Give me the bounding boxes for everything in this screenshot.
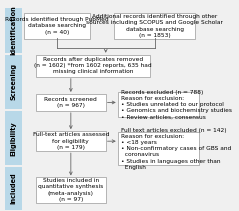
FancyBboxPatch shape bbox=[5, 55, 22, 109]
FancyBboxPatch shape bbox=[5, 8, 22, 53]
FancyBboxPatch shape bbox=[36, 131, 106, 151]
FancyBboxPatch shape bbox=[114, 14, 196, 39]
Text: Records after duplicates removed
(n = 1602) *from 1602 reports, 635 had
missing : Records after duplicates removed (n = 16… bbox=[34, 57, 152, 74]
FancyBboxPatch shape bbox=[36, 177, 106, 203]
Text: Additional records identified through other
sources including SCOPUS and Google : Additional records identified through ot… bbox=[86, 14, 223, 38]
FancyBboxPatch shape bbox=[5, 167, 22, 210]
FancyBboxPatch shape bbox=[118, 132, 199, 165]
FancyBboxPatch shape bbox=[36, 55, 150, 77]
FancyBboxPatch shape bbox=[5, 111, 22, 165]
Text: Screening: Screening bbox=[11, 63, 16, 100]
Text: Identification: Identification bbox=[11, 6, 16, 55]
FancyBboxPatch shape bbox=[24, 14, 90, 39]
Text: Full text articles excluded (n = 142)
Reason for exclusion:
• <18 years
• Non-co: Full text articles excluded (n = 142) Re… bbox=[121, 128, 231, 170]
FancyBboxPatch shape bbox=[118, 92, 199, 117]
Text: Records identified through PubMed
database searching
(n = 40): Records identified through PubMed databa… bbox=[5, 17, 109, 35]
Text: Full-text articles assessed
for eligibility
(n = 179): Full-text articles assessed for eligibil… bbox=[33, 133, 109, 150]
Text: Records excluded (n = 788)
Reason for exclusion:
• Studies unrelated to our prot: Records excluded (n = 788) Reason for ex… bbox=[121, 90, 232, 119]
Text: Included: Included bbox=[11, 173, 16, 204]
FancyBboxPatch shape bbox=[36, 94, 106, 111]
Text: Studies included in
quantitative synthesis
(meta-analysis)
(n = 97): Studies included in quantitative synthes… bbox=[38, 178, 103, 202]
Text: Eligibility: Eligibility bbox=[11, 121, 16, 156]
Text: Records screened
(n = 967): Records screened (n = 967) bbox=[44, 97, 97, 108]
